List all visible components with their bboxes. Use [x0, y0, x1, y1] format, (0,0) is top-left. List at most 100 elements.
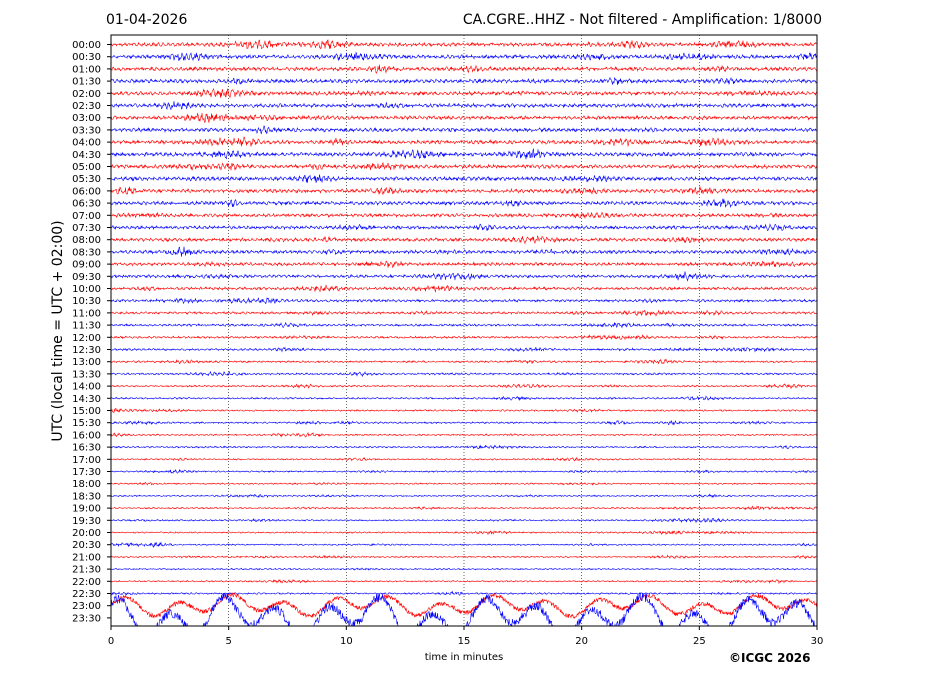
row-label: 22:30 [72, 589, 101, 600]
row-label: 23:00 [72, 601, 101, 612]
x-tick-label: 15 [458, 636, 471, 647]
row-label: 03:30 [72, 125, 101, 136]
row-label: 23:30 [72, 613, 101, 624]
trace-line [111, 493, 817, 499]
row-label: 19:30 [72, 516, 101, 527]
trace-line [111, 578, 817, 585]
trace-line [111, 482, 817, 486]
trace-line [111, 64, 817, 74]
trace-line [111, 87, 817, 99]
copyright-label: ©ICGC 2026 [729, 651, 811, 665]
row-label: 08:30 [72, 247, 101, 258]
trace-line [111, 370, 817, 378]
y-axis-label: UTC (local time = UTC + 02:00) [50, 220, 66, 441]
row-label: 00:00 [72, 40, 101, 51]
trace-line [111, 211, 817, 219]
row-label: 22:00 [72, 577, 101, 588]
row-label: 10:30 [72, 296, 101, 307]
row-label: 15:30 [72, 418, 101, 429]
row-label: 11:30 [72, 321, 101, 332]
trace-line [111, 270, 817, 282]
trace-line [111, 592, 817, 619]
row-label: 16:30 [72, 443, 101, 454]
trace-line [111, 468, 817, 474]
row-label: 07:30 [72, 223, 101, 234]
row-label: 02:00 [72, 89, 101, 100]
trace-line [111, 444, 817, 450]
row-label: 07:00 [72, 211, 101, 222]
x-tick-label: 10 [340, 636, 353, 647]
trace-line [111, 590, 817, 596]
trace-line [111, 517, 817, 524]
x-tick-label: 30 [811, 636, 824, 647]
x-tick-label: 5 [225, 636, 231, 647]
trace-line [111, 284, 817, 293]
row-label: 10:00 [72, 284, 101, 295]
row-label: 13:30 [72, 369, 101, 380]
trace-line [111, 223, 817, 232]
row-label: 08:00 [72, 235, 101, 246]
trace-line [111, 148, 817, 160]
row-label: 19:00 [72, 504, 101, 515]
trace-line [111, 161, 817, 171]
x-tick-label: 25 [693, 636, 706, 647]
row-label: 05:30 [72, 174, 101, 185]
trace-line [111, 567, 817, 571]
row-label: 05:00 [72, 162, 101, 173]
row-label: 01:30 [72, 77, 101, 88]
trace-line [111, 395, 817, 402]
trace-line [111, 125, 817, 135]
trace-line [111, 260, 817, 268]
row-label: 14:30 [72, 394, 101, 405]
x-axis-label: time in minutes [425, 652, 504, 663]
trace-line [111, 174, 817, 184]
trace-line [111, 419, 817, 426]
trace-line [111, 101, 817, 110]
trace-line [111, 432, 817, 438]
trace-line [111, 530, 817, 536]
row-label: 17:00 [72, 455, 101, 466]
x-tick-label: 0 [108, 636, 114, 647]
trace-line [111, 198, 817, 209]
row-label: 11:00 [72, 308, 101, 319]
trace-line [111, 334, 817, 341]
row-label: 21:30 [72, 565, 101, 576]
seismic-traces [111, 39, 817, 626]
chart-title: CA.CGRE..HHZ - Not filtered - Amplificat… [462, 12, 822, 28]
trace-line [111, 246, 817, 257]
trace-line [111, 51, 817, 62]
row-label: 09:00 [72, 260, 101, 271]
trace-line [111, 136, 817, 147]
row-label: 18:30 [72, 491, 101, 502]
trace-line [111, 408, 817, 413]
row-label: 16:00 [72, 430, 101, 441]
row-label: 03:00 [72, 113, 101, 124]
trace-line [111, 76, 817, 86]
grid-lines [228, 35, 700, 626]
row-label: 02:30 [72, 101, 101, 112]
trace-line [111, 309, 817, 317]
row-label: 04:00 [72, 138, 101, 149]
row-label: 20:30 [72, 540, 101, 551]
trace-line [111, 112, 817, 123]
trace-line [111, 186, 817, 195]
row-label: 20:00 [72, 528, 101, 539]
trace-line [111, 358, 817, 365]
row-label: 04:30 [72, 150, 101, 161]
trace-line [111, 235, 817, 245]
x-axis-ticks: 0 5 10 15 20 25 30 [108, 626, 824, 647]
trace-line [111, 541, 817, 548]
row-label: 17:30 [72, 467, 101, 478]
row-label: 12:00 [72, 333, 101, 344]
x-tick-label: 20 [575, 636, 588, 647]
trace-line [111, 456, 817, 462]
row-label: 00:30 [72, 52, 101, 63]
row-label: 18:00 [72, 479, 101, 490]
plot-frame [110, 34, 818, 627]
row-label: 06:30 [72, 199, 101, 210]
trace-line [111, 297, 817, 305]
row-label: 09:30 [72, 272, 101, 283]
trace-line [111, 321, 817, 329]
